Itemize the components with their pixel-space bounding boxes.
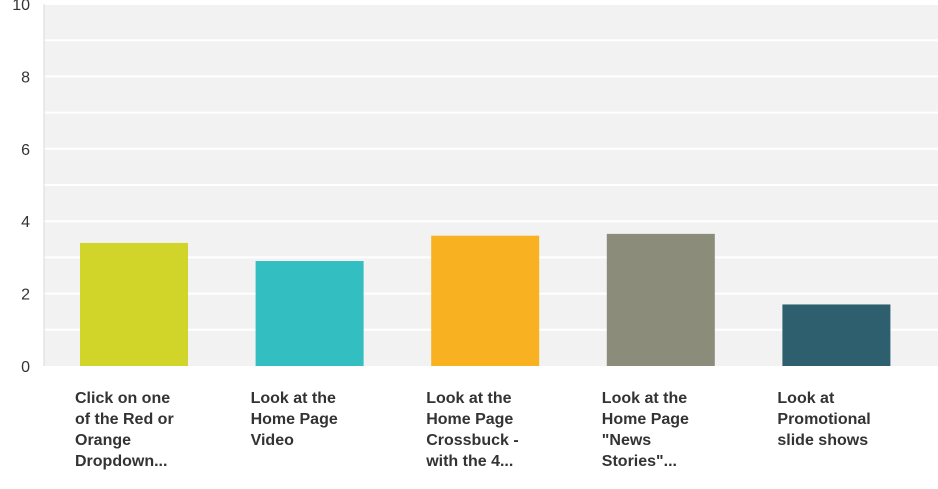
y-tick-labels: 0 2 4 6 8 10: [12, 0, 30, 376]
x-category-label: Look at the Home Page Video: [250, 390, 338, 449]
x-category-label: Look at the Home Page "News Stories"...: [601, 390, 689, 470]
bar[interactable]: [255, 261, 364, 366]
x-category-label: Look at the Home Page Crossbuck - with t…: [426, 390, 519, 470]
bar[interactable]: [431, 235, 540, 366]
y-tick-label: 10: [12, 0, 30, 14]
bars: [80, 233, 891, 366]
y-tick-label: 2: [21, 287, 30, 304]
y-tick-label: 4: [21, 214, 30, 231]
x-category-label: Click on one of the Red or Orange Dropdo…: [75, 390, 174, 470]
x-category-label: Look at Promotional slide shows: [777, 390, 871, 449]
y-tick-label: 0: [21, 359, 30, 376]
bar[interactable]: [606, 233, 715, 366]
y-tick-label: 6: [21, 142, 30, 159]
y-tick-label: 8: [21, 69, 30, 86]
bar[interactable]: [80, 242, 188, 366]
bar[interactable]: [782, 304, 891, 366]
